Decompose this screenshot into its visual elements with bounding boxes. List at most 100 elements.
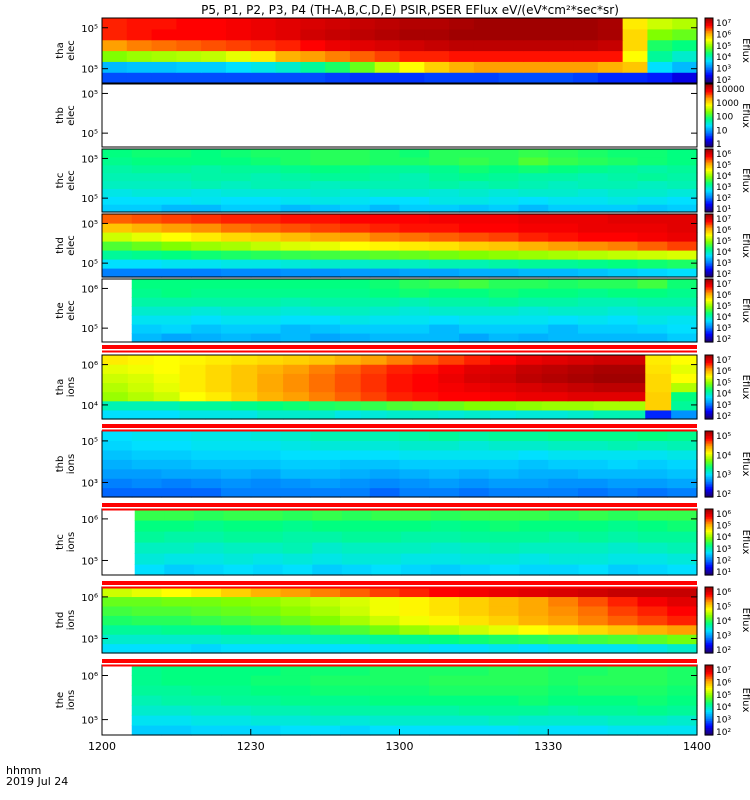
heatmap-cell [637, 440, 668, 451]
colorbar-tick-label: 10² [716, 412, 731, 422]
heatmap-cell [280, 333, 311, 343]
heatmap-cell [221, 149, 252, 158]
heatmap-cell [280, 297, 311, 307]
heatmap-cell [126, 72, 153, 84]
heatmap-cell [578, 232, 609, 242]
colorbar-swatch [705, 247, 713, 250]
heatmap-cell [573, 39, 599, 52]
heatmap-cell [164, 564, 195, 576]
heatmap-cell [310, 241, 341, 251]
heatmap-cell [637, 478, 668, 489]
y-tick-label: 10⁶ [81, 515, 98, 526]
heatmap-cell [429, 259, 460, 269]
heatmap-cell [131, 241, 163, 251]
colorbar-swatch [705, 673, 713, 677]
heatmap-cell [221, 587, 252, 598]
heatmap-cell [310, 164, 341, 174]
colorbar-tick-label: 10² [716, 270, 731, 280]
colorbar-swatch [705, 50, 713, 53]
heatmap-cell [221, 440, 252, 451]
heatmap-cell [153, 409, 181, 420]
heatmap-cell [459, 431, 490, 442]
heatmap-cell [518, 705, 549, 716]
colorbar-swatch [705, 626, 713, 629]
heatmap-cell [386, 373, 414, 384]
heatmap-cell [548, 675, 579, 686]
heatmap-cell [161, 250, 192, 260]
heatmap-cell [374, 28, 401, 41]
heatmap-cell [126, 39, 153, 52]
colorbar-swatch [705, 591, 713, 595]
colorbar-tick-label: 1000 [716, 99, 739, 109]
colorbar-tick-label: 10⁴ [716, 248, 731, 258]
colorbar-swatch [705, 712, 713, 715]
heatmap-cell [399, 149, 430, 158]
colorbar-swatch [705, 714, 713, 717]
y-axis-label-species: elec [66, 40, 77, 61]
heatmap-cell [637, 615, 668, 626]
colorbar-swatch [705, 724, 713, 727]
heatmap-cell [131, 725, 163, 736]
y-axis-label-probe: thc [55, 534, 66, 550]
heatmap-cell [515, 382, 543, 393]
colorbar-swatch [705, 510, 713, 513]
heatmap-cell [667, 315, 698, 325]
colorbar-tick-label: 10⁴ [716, 53, 731, 63]
heatmap-cell [637, 156, 668, 166]
colorbar-tick-label: 10⁴ [716, 172, 731, 182]
heatmap-cell [473, 28, 500, 41]
colorbar-swatch [705, 71, 713, 74]
heatmap-cell [131, 675, 163, 686]
heatmap-cell [548, 204, 579, 213]
colorbar-swatch [705, 518, 713, 522]
colorbar-swatch [705, 393, 713, 396]
heatmap-cell [607, 172, 639, 182]
panel-frame [101, 278, 698, 343]
heatmap-cell [429, 324, 460, 334]
heatmap-cell [438, 364, 465, 374]
heatmap-cell [250, 232, 282, 242]
heatmap-cell [424, 39, 450, 52]
colorbar-label: Eflux [740, 168, 750, 193]
heatmap-cell [607, 449, 639, 460]
heatmap-cell [201, 18, 227, 30]
colorbar-swatch [705, 29, 713, 32]
heatmap-cell [131, 333, 163, 343]
heatmap-cell [280, 241, 311, 251]
heatmap-cell [334, 364, 362, 374]
heatmap-cell [253, 531, 284, 543]
heatmap-cell [637, 531, 668, 543]
heatmap-cell [340, 468, 371, 479]
heatmap-cell [340, 315, 371, 325]
heatmap-cell [429, 449, 460, 460]
heatmap-cell [449, 72, 475, 84]
heatmap-cell [399, 279, 430, 289]
colorbar-swatch [705, 88, 713, 91]
heatmap-cell [464, 355, 491, 365]
heatmap-cell [369, 214, 401, 224]
heatmap-cell [308, 364, 336, 374]
heatmap-cell [369, 468, 401, 479]
heatmap-cell [401, 509, 432, 521]
colorbar-swatch [705, 32, 713, 35]
colorbar-swatch [705, 588, 713, 591]
heatmap-cell [340, 449, 371, 460]
heatmap-cell [578, 259, 609, 269]
heatmap-cell [102, 459, 133, 470]
heatmap-cell [518, 324, 549, 334]
y-axis-label-probe: thd [55, 612, 66, 629]
heatmap-cell [488, 440, 520, 451]
heatmap-cell [131, 459, 163, 470]
colorbar-swatch [705, 204, 713, 207]
heatmap-cell [607, 459, 639, 470]
colorbar-swatch [705, 385, 713, 388]
heatmap-cell [369, 725, 401, 736]
colorbar-frame [704, 17, 714, 84]
colorbar-tick-label: 10³ [716, 545, 731, 555]
heatmap-cell [399, 39, 425, 52]
heatmap-cell [667, 268, 698, 278]
heatmap-cell [280, 288, 311, 298]
heatmap-cell [340, 705, 371, 716]
heatmap-cell [191, 268, 222, 278]
heatmap-cell [637, 250, 668, 260]
